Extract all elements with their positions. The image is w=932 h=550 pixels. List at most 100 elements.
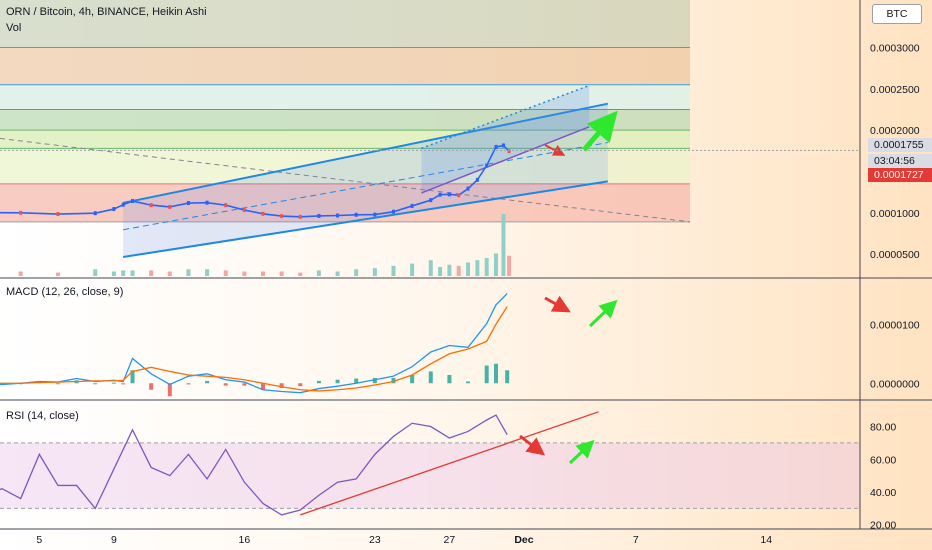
price-candle (121, 202, 125, 207)
price-series-line (0, 144, 510, 218)
volume-bar (298, 272, 303, 276)
price-axis-tick: 0.0000500 (870, 249, 920, 261)
price-candle (457, 193, 461, 198)
volume-bar (93, 269, 98, 276)
price-candle (224, 203, 228, 208)
x-axis-tick: 23 (369, 534, 381, 546)
rsi-axis-tick: 60.00 (870, 454, 896, 466)
dashed-trendline (0, 137, 691, 223)
macd-histogram-bar (130, 370, 135, 384)
volume-bar (494, 253, 498, 276)
macd-histogram-bar (298, 383, 303, 387)
price-candle (494, 144, 498, 149)
price-candle (391, 209, 395, 214)
rsi-axis-tick: 40.00 (870, 487, 896, 499)
x-axis-tick: 14 (760, 534, 772, 546)
volume-bar (242, 271, 247, 276)
price-zone (0, 84, 690, 110)
rsi-title: RSI (14, close) (6, 410, 79, 422)
volume-bar (372, 268, 377, 276)
price-zone (0, 0, 690, 48)
macd-histogram-bar (121, 383, 126, 385)
volume-bar (456, 265, 461, 276)
volume-bar (205, 269, 210, 276)
price-zone (0, 109, 690, 131)
price-axis-tick: 0.0002000 (870, 125, 920, 137)
price-candle (131, 199, 135, 204)
price-candle (261, 211, 265, 216)
channel-lower-line (123, 180, 608, 258)
price-candle (298, 214, 302, 219)
volume-bar (335, 271, 340, 276)
macd-histogram-bar (279, 383, 284, 388)
volume-bar (507, 255, 512, 276)
macd-axis-tick: 0.0000100 (870, 319, 920, 331)
green-arrow-icon (582, 110, 618, 152)
price-candle (475, 177, 479, 182)
volume-bar (121, 270, 126, 276)
price-zone (0, 148, 690, 184)
macd-line (0, 293, 508, 394)
macd-green-arrow-icon (588, 299, 618, 328)
projection-box (421, 85, 590, 193)
macd-histogram-bar (505, 370, 510, 384)
macd-histogram-bar (494, 363, 498, 384)
price-candle (373, 212, 377, 217)
macd-title: MACD (12, 26, close, 9) (6, 286, 124, 298)
price-axis-tick: 0.0002500 (870, 84, 920, 96)
price-zone (0, 130, 690, 149)
rsi-axis-tick: 20.00 (870, 520, 896, 532)
x-axis-tick: 16 (239, 534, 251, 546)
macd-histogram-bar (242, 383, 247, 386)
price-candle (19, 210, 23, 215)
volume-bar (279, 271, 284, 276)
price-candle (410, 203, 414, 208)
last-price-tag: 0.0001755 (868, 138, 932, 152)
macd-histogram-bar (391, 377, 396, 384)
rsi-line (0, 414, 508, 516)
price-axis-tick: 0.0003000 (870, 43, 920, 55)
x-axis-tick: Dec (514, 534, 533, 546)
price-candle (447, 192, 451, 197)
currency-button[interactable]: BTC (872, 4, 922, 24)
volume-bar (466, 262, 471, 276)
channel-fill (123, 103, 608, 257)
macd-red-arrow-icon (544, 295, 571, 313)
macd-histogram-bar (410, 374, 415, 384)
red-arrow-icon (544, 144, 566, 156)
projection-lower-line (421, 126, 590, 194)
price-candle (56, 212, 60, 217)
volume-bar (428, 260, 433, 276)
macd-histogram-bar (149, 383, 154, 390)
price-candle (112, 207, 116, 212)
volume-bar (438, 266, 443, 276)
volume-bar (130, 270, 135, 276)
macd-histogram-bar (335, 379, 340, 384)
volume-bar (167, 271, 172, 276)
price-candle (485, 163, 489, 168)
macd-histogram-bar (205, 380, 210, 384)
macd-histogram-bar (466, 381, 471, 384)
channel-upper-line (122, 102, 609, 204)
rsi-green-arrow-icon (568, 439, 595, 465)
price-candle (242, 208, 246, 213)
rsi-axis-tick: 80.00 (870, 422, 896, 434)
price-candle (429, 198, 433, 203)
red-price-tag: 0.0001727 (868, 168, 932, 182)
price-candle (168, 204, 172, 209)
volume-bar (55, 272, 60, 276)
price-axis-tick: 0.0001000 (870, 208, 920, 220)
volume-bar (18, 271, 23, 276)
chart-title: ORN / Bitcoin, 4h, BINANCE, Heikin Ashi (6, 6, 207, 18)
price-candle (280, 214, 284, 219)
rsi-band-fill (0, 442, 860, 509)
channel-mid-line (123, 142, 608, 231)
price-candle (149, 203, 153, 208)
volume-bar (186, 269, 191, 276)
price-candle (501, 143, 505, 148)
volume-bar (316, 270, 321, 276)
macd-axis-tick: 0.0000000 (870, 378, 920, 390)
macd-histogram-bar (354, 378, 359, 384)
price-candle (507, 149, 511, 154)
